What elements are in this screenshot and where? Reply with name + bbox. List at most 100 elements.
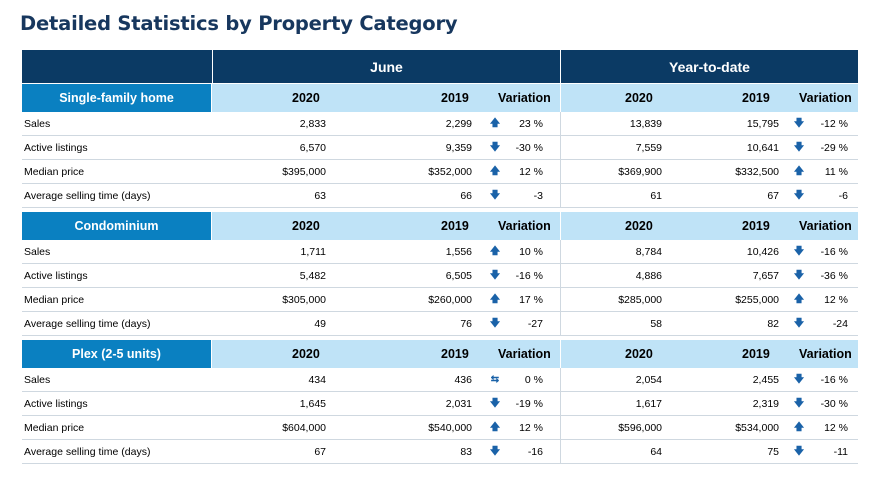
ytd-variation-value: 11 % <box>824 166 848 178</box>
ytd-variation-value: 12 % <box>824 422 848 434</box>
column-divider <box>211 84 212 112</box>
column-header-june-variation: Variation <box>498 219 551 233</box>
column-header-ytd-variation: Variation <box>799 347 852 361</box>
june-2020-value: 49 <box>314 318 326 330</box>
arrow-down-icon: 🡇 <box>793 398 805 409</box>
june-2019-value: 2,031 <box>445 398 472 410</box>
june-2020-value: 67 <box>314 446 326 458</box>
column-header-june-2019: 2019 <box>441 91 469 105</box>
ytd-2019-value: 15,795 <box>746 118 779 130</box>
june-2020-value: $305,000 <box>282 294 326 306</box>
ytd-2019-value: $255,000 <box>735 294 779 306</box>
table-row: Sales 434 436 ⇆ 0 % 2,054 2,455 🡇 -16 % <box>22 368 858 392</box>
arrow-down-icon: 🡇 <box>793 190 805 201</box>
arrow-down-icon: 🡇 <box>489 270 501 281</box>
ytd-variation-value: -12 % <box>820 118 848 130</box>
arrow-down-icon: 🡇 <box>489 398 501 409</box>
june-2020-value: 5,482 <box>299 270 326 282</box>
june-2020-value: 434 <box>308 374 326 386</box>
row-label: Median price <box>24 422 85 434</box>
june-2019-value: 66 <box>460 190 472 202</box>
ytd-2020-value: 8,784 <box>635 246 662 258</box>
ytd-variation-value: -29 % <box>820 142 848 154</box>
column-header-ytd-2019: 2019 <box>742 91 770 105</box>
ytd-2020-value: 2,054 <box>635 374 662 386</box>
arrow-up-icon: 🡅 <box>489 166 501 177</box>
row-label: Average selling time (days) <box>24 446 151 458</box>
ytd-variation-value: -30 % <box>820 398 848 410</box>
row-label: Average selling time (days) <box>24 190 151 202</box>
column-divider <box>560 264 561 287</box>
column-divider <box>560 416 561 439</box>
june-2019-value: 2,299 <box>445 118 472 130</box>
column-divider <box>211 212 212 240</box>
june-2019-value: $352,000 <box>428 166 472 178</box>
category-name: Condominium <box>22 212 211 240</box>
row-label: Active listings <box>24 398 88 410</box>
june-2019-value: 1,556 <box>445 246 472 258</box>
june-2019-value: $260,000 <box>428 294 472 306</box>
column-divider <box>560 288 561 311</box>
column-header-june-2020: 2020 <box>292 91 320 105</box>
column-divider <box>560 368 561 391</box>
june-2019-value: 83 <box>460 446 472 458</box>
arrow-down-icon: 🡇 <box>489 446 501 457</box>
arrow-down-icon: 🡇 <box>793 118 805 129</box>
ytd-variation-value: -16 % <box>820 246 848 258</box>
column-divider <box>211 340 212 368</box>
ytd-2019-value: 10,641 <box>746 142 779 154</box>
column-divider <box>560 240 561 263</box>
arrow-down-icon: 🡇 <box>793 374 805 385</box>
category-header-row: Single-family home 2020 2019 Variation 2020 2… <box>22 84 858 112</box>
table-body: Single-family home 2020 2019 Variation 2020 2… <box>22 84 858 464</box>
arrow-down-icon: 🡇 <box>793 142 805 153</box>
category-header-row: Plex (2-5 units) 2020 2019 Variation 2020 201… <box>22 340 858 368</box>
row-label: Average selling time (days) <box>24 318 151 330</box>
ytd-2020-value: 58 <box>650 318 662 330</box>
june-2019-value: $540,000 <box>428 422 472 434</box>
june-variation-value: 12 % <box>519 166 543 178</box>
arrow-down-icon: 🡇 <box>793 318 805 329</box>
column-divider <box>560 136 561 159</box>
row-label: Sales <box>24 246 51 258</box>
row-label: Active listings <box>24 142 88 154</box>
column-divider <box>560 312 561 335</box>
column-header-ytd-2020: 2020 <box>625 91 653 105</box>
table-row: Sales 1,711 1,556 🡅 10 % 8,784 10,426 🡇 -16 % <box>22 240 858 264</box>
column-header-ytd-2020: 2020 <box>625 347 653 361</box>
table-group-header: June Year-to-date <box>22 50 858 84</box>
page-title: Detailed Statistics by Property Category <box>20 12 458 35</box>
category-header-row: Condominium 2020 2019 Variation 2020 2019 Vari… <box>22 212 858 240</box>
column-divider <box>560 160 561 183</box>
ytd-variation-value: -36 % <box>820 270 848 282</box>
arrows-horizontal-icon: ⇆ <box>490 374 500 385</box>
june-variation-value: 0 % <box>524 374 543 386</box>
arrow-up-icon: 🡅 <box>489 422 501 433</box>
june-variation-value: 17 % <box>519 294 543 306</box>
june-2019-value: 6,505 <box>445 270 472 282</box>
june-2020-value: 1,711 <box>300 246 327 258</box>
ytd-2019-value: 75 <box>767 446 779 458</box>
june-2020-value: 2,833 <box>299 118 326 130</box>
ytd-2020-value: $596,000 <box>618 422 662 434</box>
june-2019-value: 9,359 <box>445 142 472 154</box>
row-label: Sales <box>24 374 51 386</box>
june-2019-value: 436 <box>454 374 472 386</box>
group-header-june: June <box>212 50 560 84</box>
ytd-2019-value: $332,500 <box>735 166 779 178</box>
category-name: Plex (2-5 units) <box>22 340 211 368</box>
june-variation-value: -16 <box>527 446 543 458</box>
arrow-down-icon: 🡇 <box>793 246 805 257</box>
group-header-ytd: Year-to-date <box>560 50 858 84</box>
ytd-2019-value: 7,657 <box>752 270 779 282</box>
row-label: Median price <box>24 166 85 178</box>
row-label: Median price <box>24 294 85 306</box>
column-divider <box>560 84 561 112</box>
table-row: Active listings 1,645 2,031 🡇 -19 % 1,617 2,31… <box>22 392 858 416</box>
column-divider <box>560 440 561 463</box>
column-header-june-variation: Variation <box>498 91 551 105</box>
june-2019-value: 76 <box>460 318 472 330</box>
table-row: Median price $604,000 $540,000 🡅 12 % $596,00… <box>22 416 858 440</box>
column-divider <box>560 212 561 240</box>
column-header-june-2019: 2019 <box>441 347 469 361</box>
